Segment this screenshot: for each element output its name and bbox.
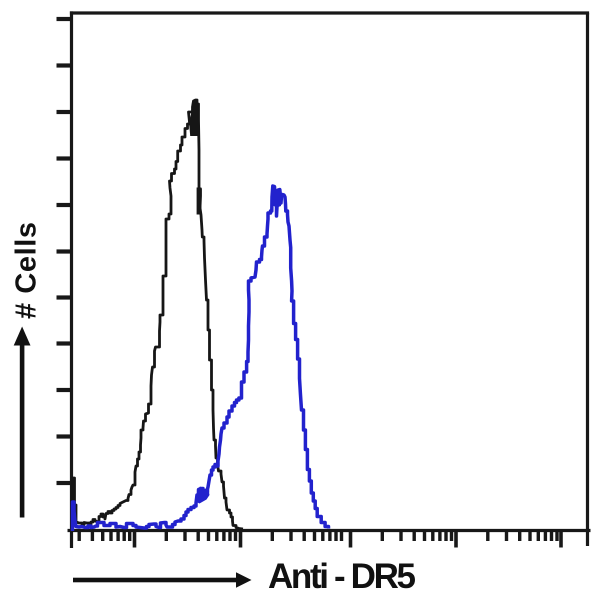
svg-text:Anti - DR5: Anti - DR5 — [268, 557, 416, 596]
svg-text:# Cells: # Cells — [11, 222, 43, 319]
